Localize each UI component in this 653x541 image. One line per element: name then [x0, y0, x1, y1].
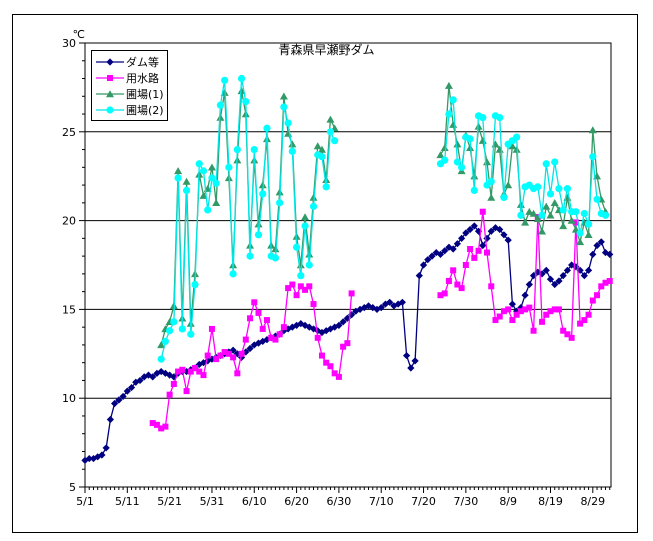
legend-label-canal: 用水路	[126, 71, 159, 85]
y-tick-label: 15	[62, 303, 76, 316]
y-tick-label: 5	[69, 481, 76, 494]
x-tick-label: 7/10	[369, 495, 394, 508]
plot-border	[84, 42, 612, 488]
legend-label-dam: ダム等	[126, 55, 159, 69]
series-line-field2	[160, 78, 336, 360]
legend-label-field2: 圃場(2)	[126, 103, 164, 117]
chart-legend: ダム等用水路圃場(1) 圃場(2)	[91, 50, 168, 121]
series-canal	[149, 208, 613, 432]
y-tick-label: 25	[62, 126, 76, 139]
field1-triangle-marker-icon	[96, 90, 124, 98]
series-line-field1	[439, 85, 607, 245]
legend-item-field2: 圃場(2)	[96, 102, 167, 118]
field2-circle-marker-icon	[96, 106, 124, 114]
y-tick-label: 10	[62, 392, 76, 405]
x-tick-label: 7/30	[454, 495, 479, 508]
legend-item-field1: 圃場(1)	[96, 86, 167, 102]
x-tick-label: 6/20	[284, 495, 309, 508]
y-tick-label: 20	[62, 215, 76, 228]
canal-square-marker-icon	[96, 75, 124, 81]
chart-title: 青森県早瀬野ダム	[278, 43, 375, 57]
x-tick-label: 8/19	[538, 495, 563, 508]
x-tick-label: 6/30	[327, 495, 352, 508]
legend-label-field1: 圃場(1)	[126, 87, 164, 101]
y-tick-label: 30	[62, 37, 76, 50]
y-axis-unit-label: ℃	[72, 28, 85, 41]
series-field2	[157, 74, 610, 363]
x-tick-label: 5/31	[200, 495, 225, 508]
legend-item-dam: ダム等	[96, 54, 167, 70]
x-tick-label: 5/1	[76, 495, 94, 508]
x-tick-label: 8/9	[499, 495, 517, 508]
x-tick-label: 6/10	[242, 495, 267, 508]
x-tick-label: 5/11	[115, 495, 140, 508]
legend-item-canal: 用水路	[96, 70, 167, 86]
figure-border	[12, 14, 638, 533]
x-tick-label: 7/20	[411, 495, 436, 508]
x-tick-label: 5/21	[157, 495, 182, 508]
x-tick-label: 8/29	[580, 495, 605, 508]
dam-diamond-marker-icon	[96, 58, 124, 66]
